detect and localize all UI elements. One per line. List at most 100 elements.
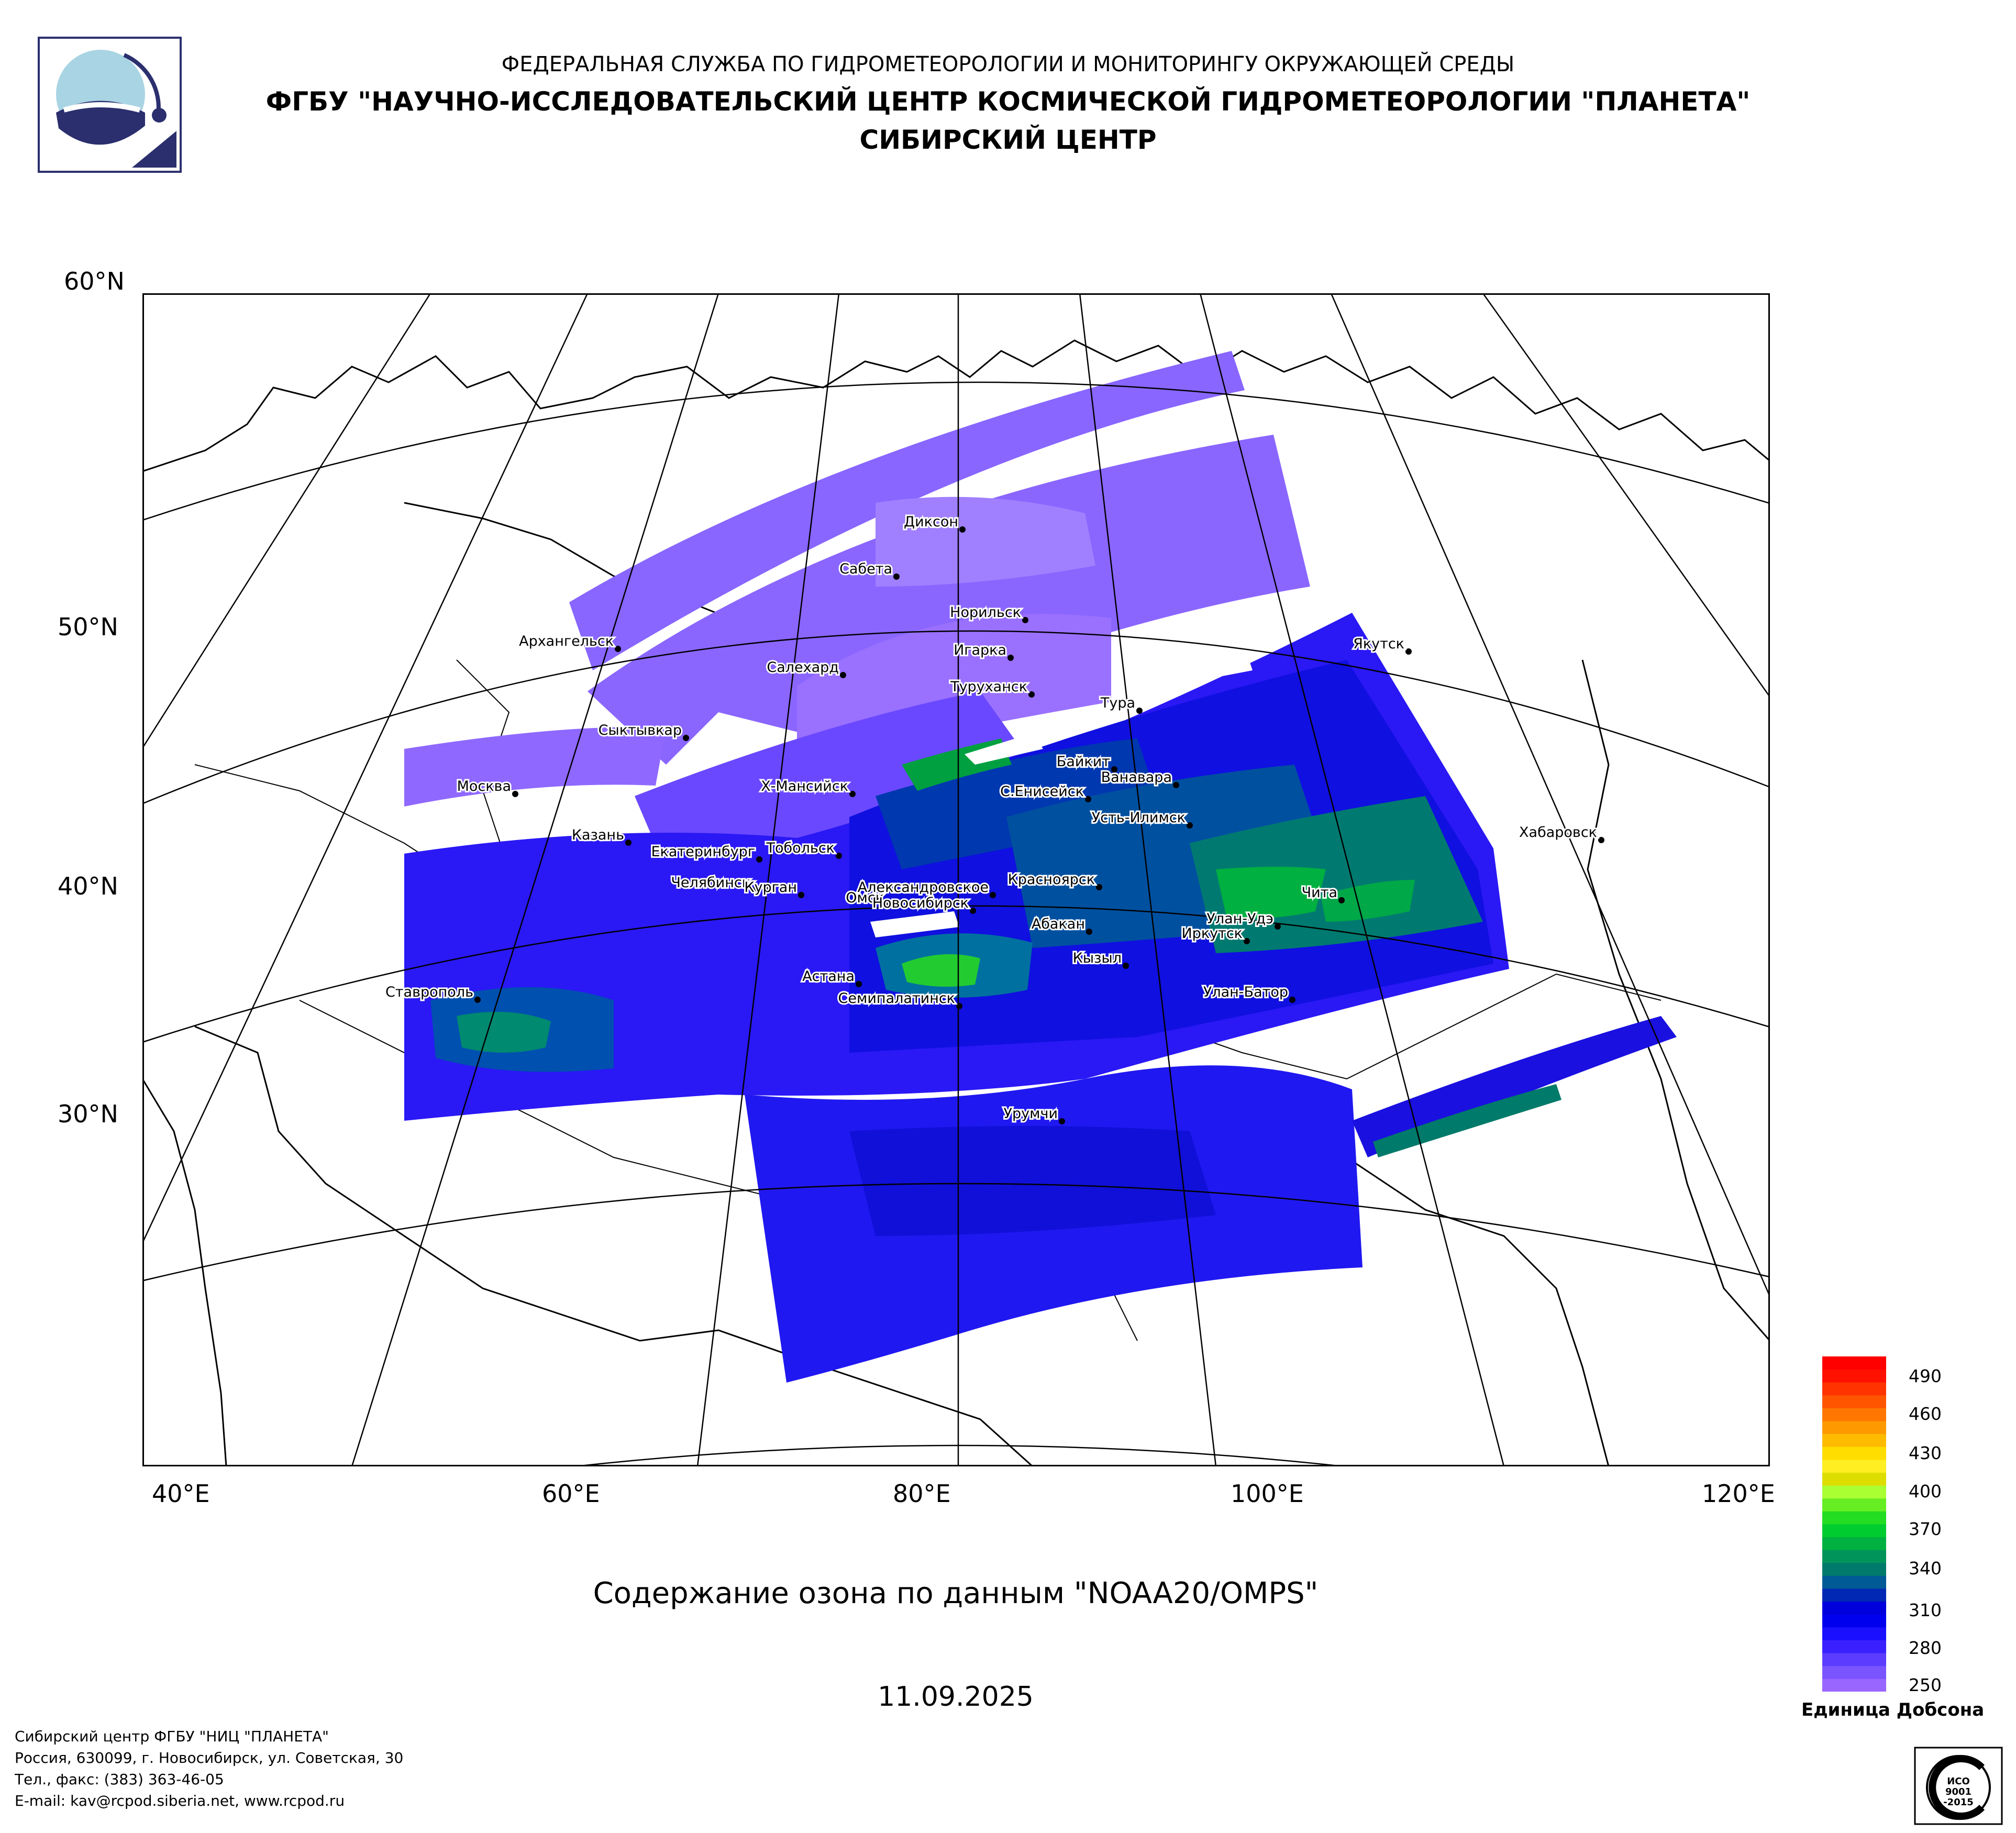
institute-line: ФГБУ "НАУЧНО-ИССЛЕДОВАТЕЛЬСКИЙ ЦЕНТР КОС…	[265, 86, 1751, 117]
map-title: Содержание озона по данным "NOAA20/OMPS"	[593, 1576, 1319, 1610]
city-marker	[1289, 997, 1295, 1003]
colorbar-swatch	[1822, 1408, 1886, 1421]
city-label: Хабаровск	[1519, 824, 1597, 841]
city-label: Екатеринбург	[651, 844, 755, 860]
colorbar-tick: 310	[1909, 1600, 1942, 1620]
colorbar-tick: 430	[1909, 1443, 1942, 1463]
city-marker	[474, 997, 481, 1003]
city-marker	[1123, 963, 1129, 969]
city-marker	[849, 791, 856, 797]
colorbar-swatch	[1822, 1369, 1886, 1383]
colorbar-swatch	[1822, 1433, 1886, 1447]
city-label: Сабета	[839, 561, 892, 577]
city-label: Сыктывкар	[599, 722, 682, 738]
colorbar-swatch	[1822, 1446, 1886, 1460]
colorbar-swatch	[1822, 1395, 1886, 1408]
city-label: Новосибирск	[872, 895, 969, 911]
planeta-logo	[38, 37, 182, 173]
colorbar-swatch	[1822, 1537, 1886, 1550]
colorbar-swatch	[1822, 1382, 1886, 1396]
ozone-map: Диксон Сабета Норильск Архангельск Салехард И…	[142, 293, 1770, 1466]
city-marker	[990, 892, 996, 898]
city-label: Х-Мансийск	[761, 778, 848, 794]
city-label: Игарка	[954, 642, 1006, 658]
colorbar-swatch	[1822, 1601, 1886, 1615]
city-marker	[798, 892, 804, 898]
city-label: Абакан	[1032, 916, 1085, 932]
lon-label: 60°E	[542, 1479, 600, 1508]
city-label: Салехард	[767, 659, 839, 676]
city-marker	[856, 981, 862, 987]
colorbar-swatch	[1822, 1614, 1886, 1628]
colorbar-swatch	[1822, 1421, 1886, 1434]
city-label: Байкит	[1057, 754, 1110, 770]
svg-text:9001: 9001	[1945, 1786, 1971, 1797]
city-label: Улан-Батор	[1203, 984, 1288, 1000]
ozone-swaths	[404, 351, 1677, 1383]
city-label: Чита	[1302, 885, 1337, 901]
colorbar	[1822, 1356, 1886, 1692]
city-label: Норильск	[950, 604, 1021, 621]
graticule	[142, 293, 1770, 1466]
colorbar-swatch	[1822, 1472, 1886, 1486]
city-marker	[683, 735, 689, 741]
footer-contacts: E-mail: kav@rcpod.siberia.net, www.rcpod…	[15, 1792, 345, 1809]
city-marker	[1086, 929, 1092, 935]
city-label: Ставрополь	[385, 984, 473, 1000]
lat-label: 60°N	[64, 267, 125, 295]
lat-label: 40°N	[58, 872, 118, 900]
colorbar-swatch	[1822, 1653, 1886, 1666]
city-marker	[893, 573, 900, 580]
city-marker	[1136, 708, 1143, 714]
svg-text:-2015: -2015	[1943, 1797, 1974, 1808]
city-marker	[756, 856, 762, 863]
colorbar-swatch	[1822, 1562, 1886, 1576]
colorbar-swatch	[1822, 1665, 1886, 1679]
lat-label: 30°N	[58, 1100, 118, 1128]
city-marker	[1022, 617, 1028, 623]
city-marker	[1059, 1118, 1065, 1124]
colorbar-swatch	[1822, 1640, 1886, 1653]
city-marker	[836, 853, 842, 859]
city-marker	[885, 902, 891, 909]
city-label: Урумчи	[1004, 1106, 1058, 1122]
lon-label: 80°E	[893, 1479, 951, 1508]
city-label: Диксон	[904, 514, 958, 530]
colorbar-swatch	[1822, 1459, 1886, 1473]
city-marker	[1244, 938, 1250, 944]
city-label: Курган	[744, 879, 797, 896]
colorbar-swatch	[1822, 1485, 1886, 1499]
city-label: Челябинск	[671, 875, 750, 891]
footer-address: Россия, 630099, г. Новосибирск, ул. Сове…	[15, 1749, 404, 1766]
city-marker	[1598, 837, 1604, 843]
colorbar-swatch	[1822, 1356, 1886, 1370]
city-marker	[512, 791, 518, 797]
city-label: Усть-Илимск	[1092, 810, 1186, 826]
center-line: СИБИРСКИЙ ЦЕНТР	[859, 125, 1157, 155]
city-labels: Диксон Сабета Норильск Архангельск Салехард И…	[384, 512, 1604, 1124]
map-date: 11.09.2025	[878, 1681, 1034, 1713]
city-marker	[1275, 923, 1281, 930]
city-marker	[615, 646, 621, 652]
colorbar-tick: 280	[1909, 1638, 1942, 1658]
colorbar-tick: 490	[1909, 1366, 1942, 1386]
city-label: Якутск	[1353, 636, 1404, 652]
city-marker	[1085, 796, 1091, 802]
colorbar-unit: Единица Добсона	[1801, 1699, 1985, 1720]
city-marker	[1187, 822, 1193, 829]
city-marker	[1405, 648, 1412, 655]
colorbar-swatch	[1822, 1627, 1886, 1641]
colorbar-tick: 250	[1909, 1675, 1942, 1695]
city-label: Тобольск	[766, 840, 835, 856]
iso-badge: ИСО 9001 -2015	[1914, 1747, 2003, 1825]
city-marker	[1111, 766, 1117, 772]
city-label: Александровское	[858, 879, 989, 896]
city-label: С.Енисейск	[1000, 783, 1084, 800]
lon-label: 100°E	[1231, 1479, 1304, 1508]
city-marker	[1028, 691, 1035, 698]
colorbar-swatch	[1822, 1679, 1886, 1692]
city-label: Москва	[457, 778, 511, 794]
city-marker	[840, 672, 846, 678]
city-marker	[625, 840, 632, 846]
lon-label: 40°E	[152, 1479, 210, 1508]
